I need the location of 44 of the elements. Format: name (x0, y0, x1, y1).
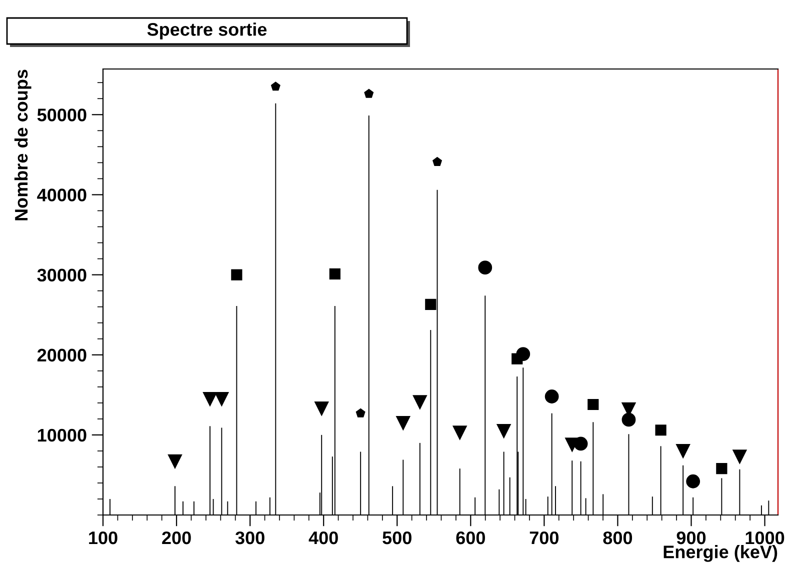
point (516, 347, 530, 361)
point (452, 426, 467, 440)
point (432, 157, 442, 166)
y-axis-title: Nombre de coups (14, 70, 32, 220)
x-tick-label: 800 (603, 531, 632, 544)
x-tick-label: 300 (235, 531, 264, 544)
point (168, 454, 182, 468)
x-axis-title: Energie (keV) (664, 545, 778, 562)
point (574, 436, 588, 451)
point (676, 444, 690, 458)
point (496, 424, 511, 438)
x-tick-label: 200 (162, 531, 191, 544)
point (412, 395, 427, 410)
point (356, 408, 366, 418)
x-tick-label: 1000 (746, 531, 784, 544)
point (425, 298, 436, 310)
point (203, 392, 217, 406)
chart-title: Spectre sortie (147, 22, 267, 40)
point (329, 268, 340, 280)
point (364, 88, 374, 98)
y-tick-label: 20000 (37, 348, 86, 362)
point (314, 402, 329, 416)
x-tick-label: 100 (89, 531, 118, 544)
point (270, 82, 280, 91)
point (478, 260, 492, 275)
point (396, 416, 410, 430)
point (544, 390, 559, 404)
y-tick-label: 10000 (38, 428, 86, 442)
x-tick-label: 900 (676, 531, 706, 544)
point (622, 412, 636, 427)
x-tick-label: 600 (456, 531, 485, 544)
point (686, 474, 700, 488)
x-tick-label: 500 (382, 531, 412, 544)
x-tick-label: 400 (308, 531, 338, 544)
point (231, 269, 242, 280)
x-tick-label: 700 (530, 531, 558, 544)
y-tick-label: 30000 (37, 268, 86, 282)
point (716, 463, 728, 474)
point (588, 398, 599, 410)
y-tick-label: 40000 (37, 188, 86, 202)
point (214, 392, 229, 406)
point (655, 424, 666, 436)
y-tick-label: 50000 (37, 108, 86, 122)
point (732, 450, 747, 464)
